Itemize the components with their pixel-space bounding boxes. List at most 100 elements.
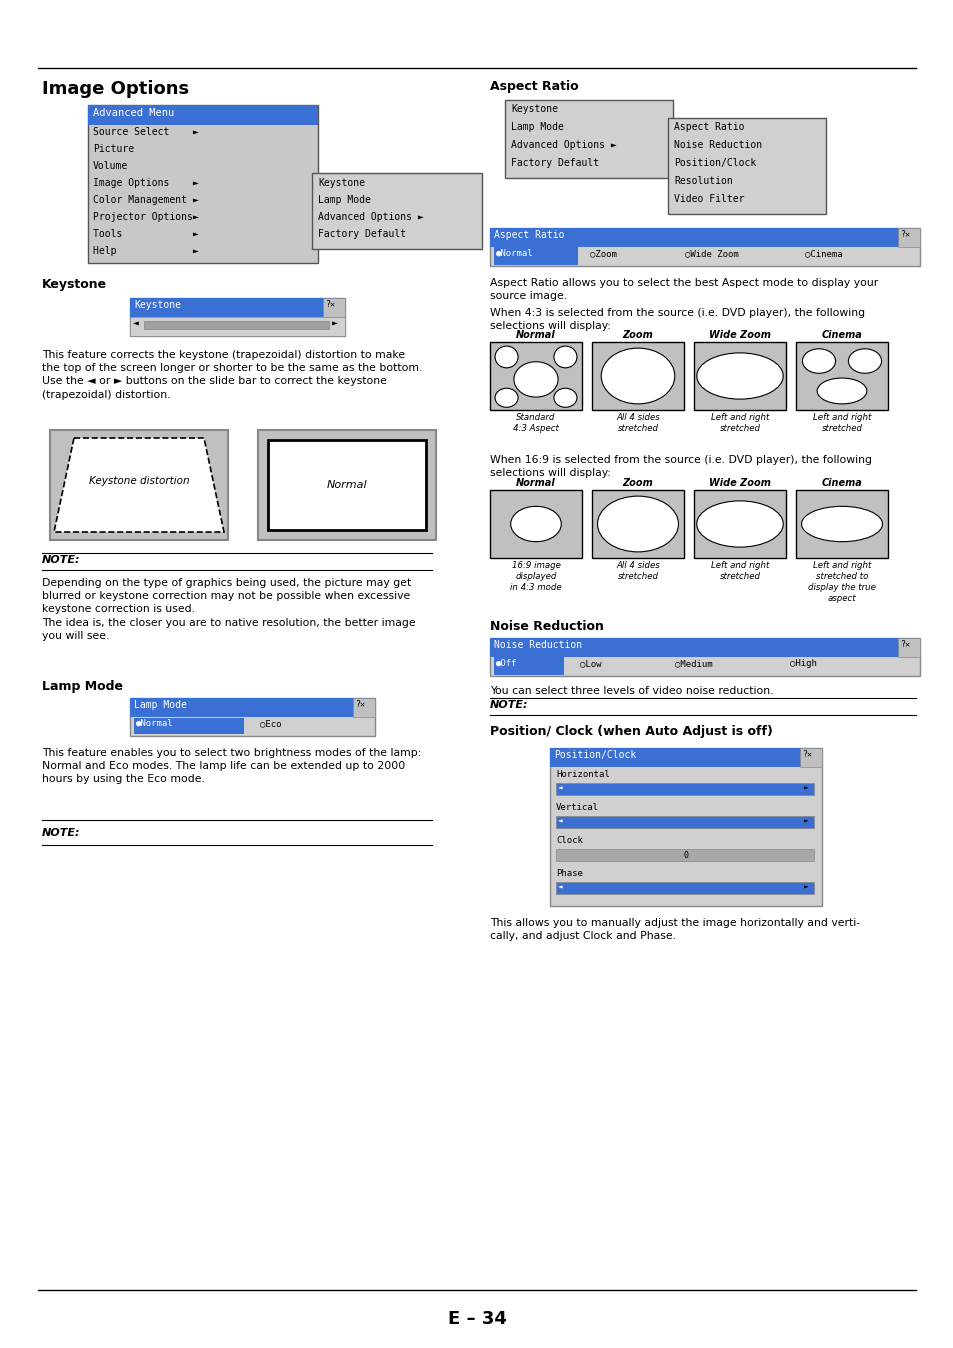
Text: Normal: Normal bbox=[516, 479, 556, 488]
Bar bbox=[130, 317, 345, 336]
Text: Wide Zoom: Wide Zoom bbox=[708, 479, 770, 488]
Text: Noise Reduction: Noise Reduction bbox=[490, 620, 603, 634]
Ellipse shape bbox=[600, 348, 674, 404]
Text: Position/Clock: Position/Clock bbox=[673, 158, 756, 168]
Text: ○Zoom: ○Zoom bbox=[589, 249, 617, 257]
Bar bbox=[268, 439, 426, 530]
Text: ○Wide Zoom: ○Wide Zoom bbox=[684, 249, 738, 257]
Text: Position/ Clock (when Auto Adjust is off): Position/ Clock (when Auto Adjust is off… bbox=[490, 725, 772, 737]
Text: Lamp Mode: Lamp Mode bbox=[317, 195, 371, 205]
Bar bbox=[490, 491, 581, 558]
Text: Vertical: Vertical bbox=[556, 803, 598, 811]
Text: ○Cinema: ○Cinema bbox=[804, 249, 841, 257]
Text: NOTE:: NOTE: bbox=[42, 828, 80, 838]
Text: ○Eco: ○Eco bbox=[260, 718, 281, 728]
Ellipse shape bbox=[514, 361, 558, 398]
Text: ?✕: ?✕ bbox=[325, 301, 335, 309]
Bar bbox=[144, 321, 329, 329]
Bar bbox=[592, 342, 683, 410]
Text: Video Filter: Video Filter bbox=[673, 194, 743, 204]
Text: Horizontal: Horizontal bbox=[556, 770, 609, 779]
Text: Lamp Mode: Lamp Mode bbox=[511, 123, 563, 132]
Bar bbox=[257, 430, 436, 541]
Text: Left and right
stretched: Left and right stretched bbox=[710, 412, 768, 433]
Text: E – 34: E – 34 bbox=[447, 1310, 506, 1328]
Text: Wide Zoom: Wide Zoom bbox=[708, 330, 770, 340]
Bar bbox=[556, 849, 813, 861]
Text: Factory Default: Factory Default bbox=[511, 158, 598, 168]
Polygon shape bbox=[54, 438, 224, 532]
Text: Left and right
stretched to
display the true
aspect: Left and right stretched to display the … bbox=[807, 561, 875, 604]
Bar bbox=[323, 298, 345, 317]
Ellipse shape bbox=[554, 346, 577, 368]
Text: NOTE:: NOTE: bbox=[42, 555, 80, 565]
Bar bbox=[490, 638, 919, 656]
Text: ●Normal: ●Normal bbox=[496, 249, 533, 257]
Text: Aspect Ratio: Aspect Ratio bbox=[673, 123, 743, 132]
Bar bbox=[897, 638, 919, 656]
Ellipse shape bbox=[696, 353, 782, 399]
Text: Volume: Volume bbox=[92, 160, 128, 171]
Bar bbox=[133, 718, 244, 735]
Text: When 16:9 is selected from the source (i.e. DVD player), the following
selection: When 16:9 is selected from the source (i… bbox=[490, 456, 871, 479]
Text: Keystone: Keystone bbox=[511, 104, 558, 115]
Bar bbox=[312, 173, 481, 249]
Text: NOTE:: NOTE: bbox=[490, 700, 528, 710]
Text: ►: ► bbox=[803, 817, 808, 826]
Bar bbox=[795, 342, 887, 410]
Text: This allows you to manually adjust the image horizontally and verti-
cally, and : This allows you to manually adjust the i… bbox=[490, 918, 860, 941]
Bar bbox=[130, 298, 345, 336]
Text: When 4:3 is selected from the source (i.e. DVD player), the following
selections: When 4:3 is selected from the source (i.… bbox=[490, 307, 864, 332]
Text: Factory Default: Factory Default bbox=[317, 229, 406, 239]
Ellipse shape bbox=[554, 388, 577, 407]
Text: All 4 sides
stretched: All 4 sides stretched bbox=[616, 412, 659, 433]
Ellipse shape bbox=[510, 507, 560, 542]
Text: ○Low: ○Low bbox=[579, 659, 601, 669]
Bar bbox=[130, 698, 375, 736]
Bar bbox=[556, 816, 813, 828]
Text: Tools            ►: Tools ► bbox=[92, 229, 198, 239]
Text: Left and right
stretched: Left and right stretched bbox=[812, 412, 870, 433]
Text: Noise Reduction: Noise Reduction bbox=[673, 140, 761, 150]
Ellipse shape bbox=[495, 346, 517, 368]
Text: Image Options: Image Options bbox=[42, 80, 189, 98]
Text: Resolution: Resolution bbox=[673, 177, 732, 186]
Text: Lamp Mode: Lamp Mode bbox=[133, 700, 187, 710]
Text: ►: ► bbox=[332, 318, 337, 328]
Text: You can select three levels of video noise reduction.: You can select three levels of video noi… bbox=[490, 686, 773, 696]
Text: Keystone distortion: Keystone distortion bbox=[89, 476, 189, 487]
Text: ○Medium: ○Medium bbox=[675, 659, 712, 669]
Text: This feature enables you to select two brightness modes of the lamp:
Normal and : This feature enables you to select two b… bbox=[42, 748, 421, 785]
Text: ◄: ◄ bbox=[132, 318, 139, 328]
Text: Keystone: Keystone bbox=[317, 178, 365, 187]
Ellipse shape bbox=[597, 496, 678, 551]
Bar bbox=[693, 342, 785, 410]
Bar bbox=[50, 430, 228, 541]
Text: Projector Options►: Projector Options► bbox=[92, 212, 198, 222]
Bar bbox=[550, 748, 821, 906]
Text: Advanced Options ►: Advanced Options ► bbox=[511, 140, 616, 150]
Bar bbox=[490, 228, 919, 266]
Bar bbox=[130, 698, 375, 717]
Ellipse shape bbox=[817, 377, 866, 404]
Text: Depending on the type of graphics being used, the picture may get
blurred or key: Depending on the type of graphics being … bbox=[42, 578, 416, 640]
Bar bbox=[130, 298, 345, 317]
Text: Image Options    ►: Image Options ► bbox=[92, 178, 198, 187]
Bar bbox=[494, 656, 563, 675]
Text: ●Off: ●Off bbox=[496, 659, 517, 669]
Text: Phase: Phase bbox=[556, 869, 582, 878]
Bar bbox=[88, 105, 317, 263]
Text: ?✕: ?✕ bbox=[355, 700, 365, 709]
Bar bbox=[800, 748, 821, 767]
Ellipse shape bbox=[696, 501, 782, 547]
Text: ?✕: ?✕ bbox=[801, 749, 811, 759]
Ellipse shape bbox=[495, 388, 517, 407]
Text: All 4 sides
stretched: All 4 sides stretched bbox=[616, 561, 659, 581]
Bar bbox=[897, 228, 919, 247]
Text: Advanced Options ►: Advanced Options ► bbox=[317, 212, 423, 222]
Text: ◄: ◄ bbox=[558, 883, 562, 892]
Bar bbox=[490, 228, 919, 247]
Text: Noise Reduction: Noise Reduction bbox=[494, 640, 581, 650]
Bar bbox=[693, 491, 785, 558]
Text: ?✕: ?✕ bbox=[899, 640, 909, 648]
